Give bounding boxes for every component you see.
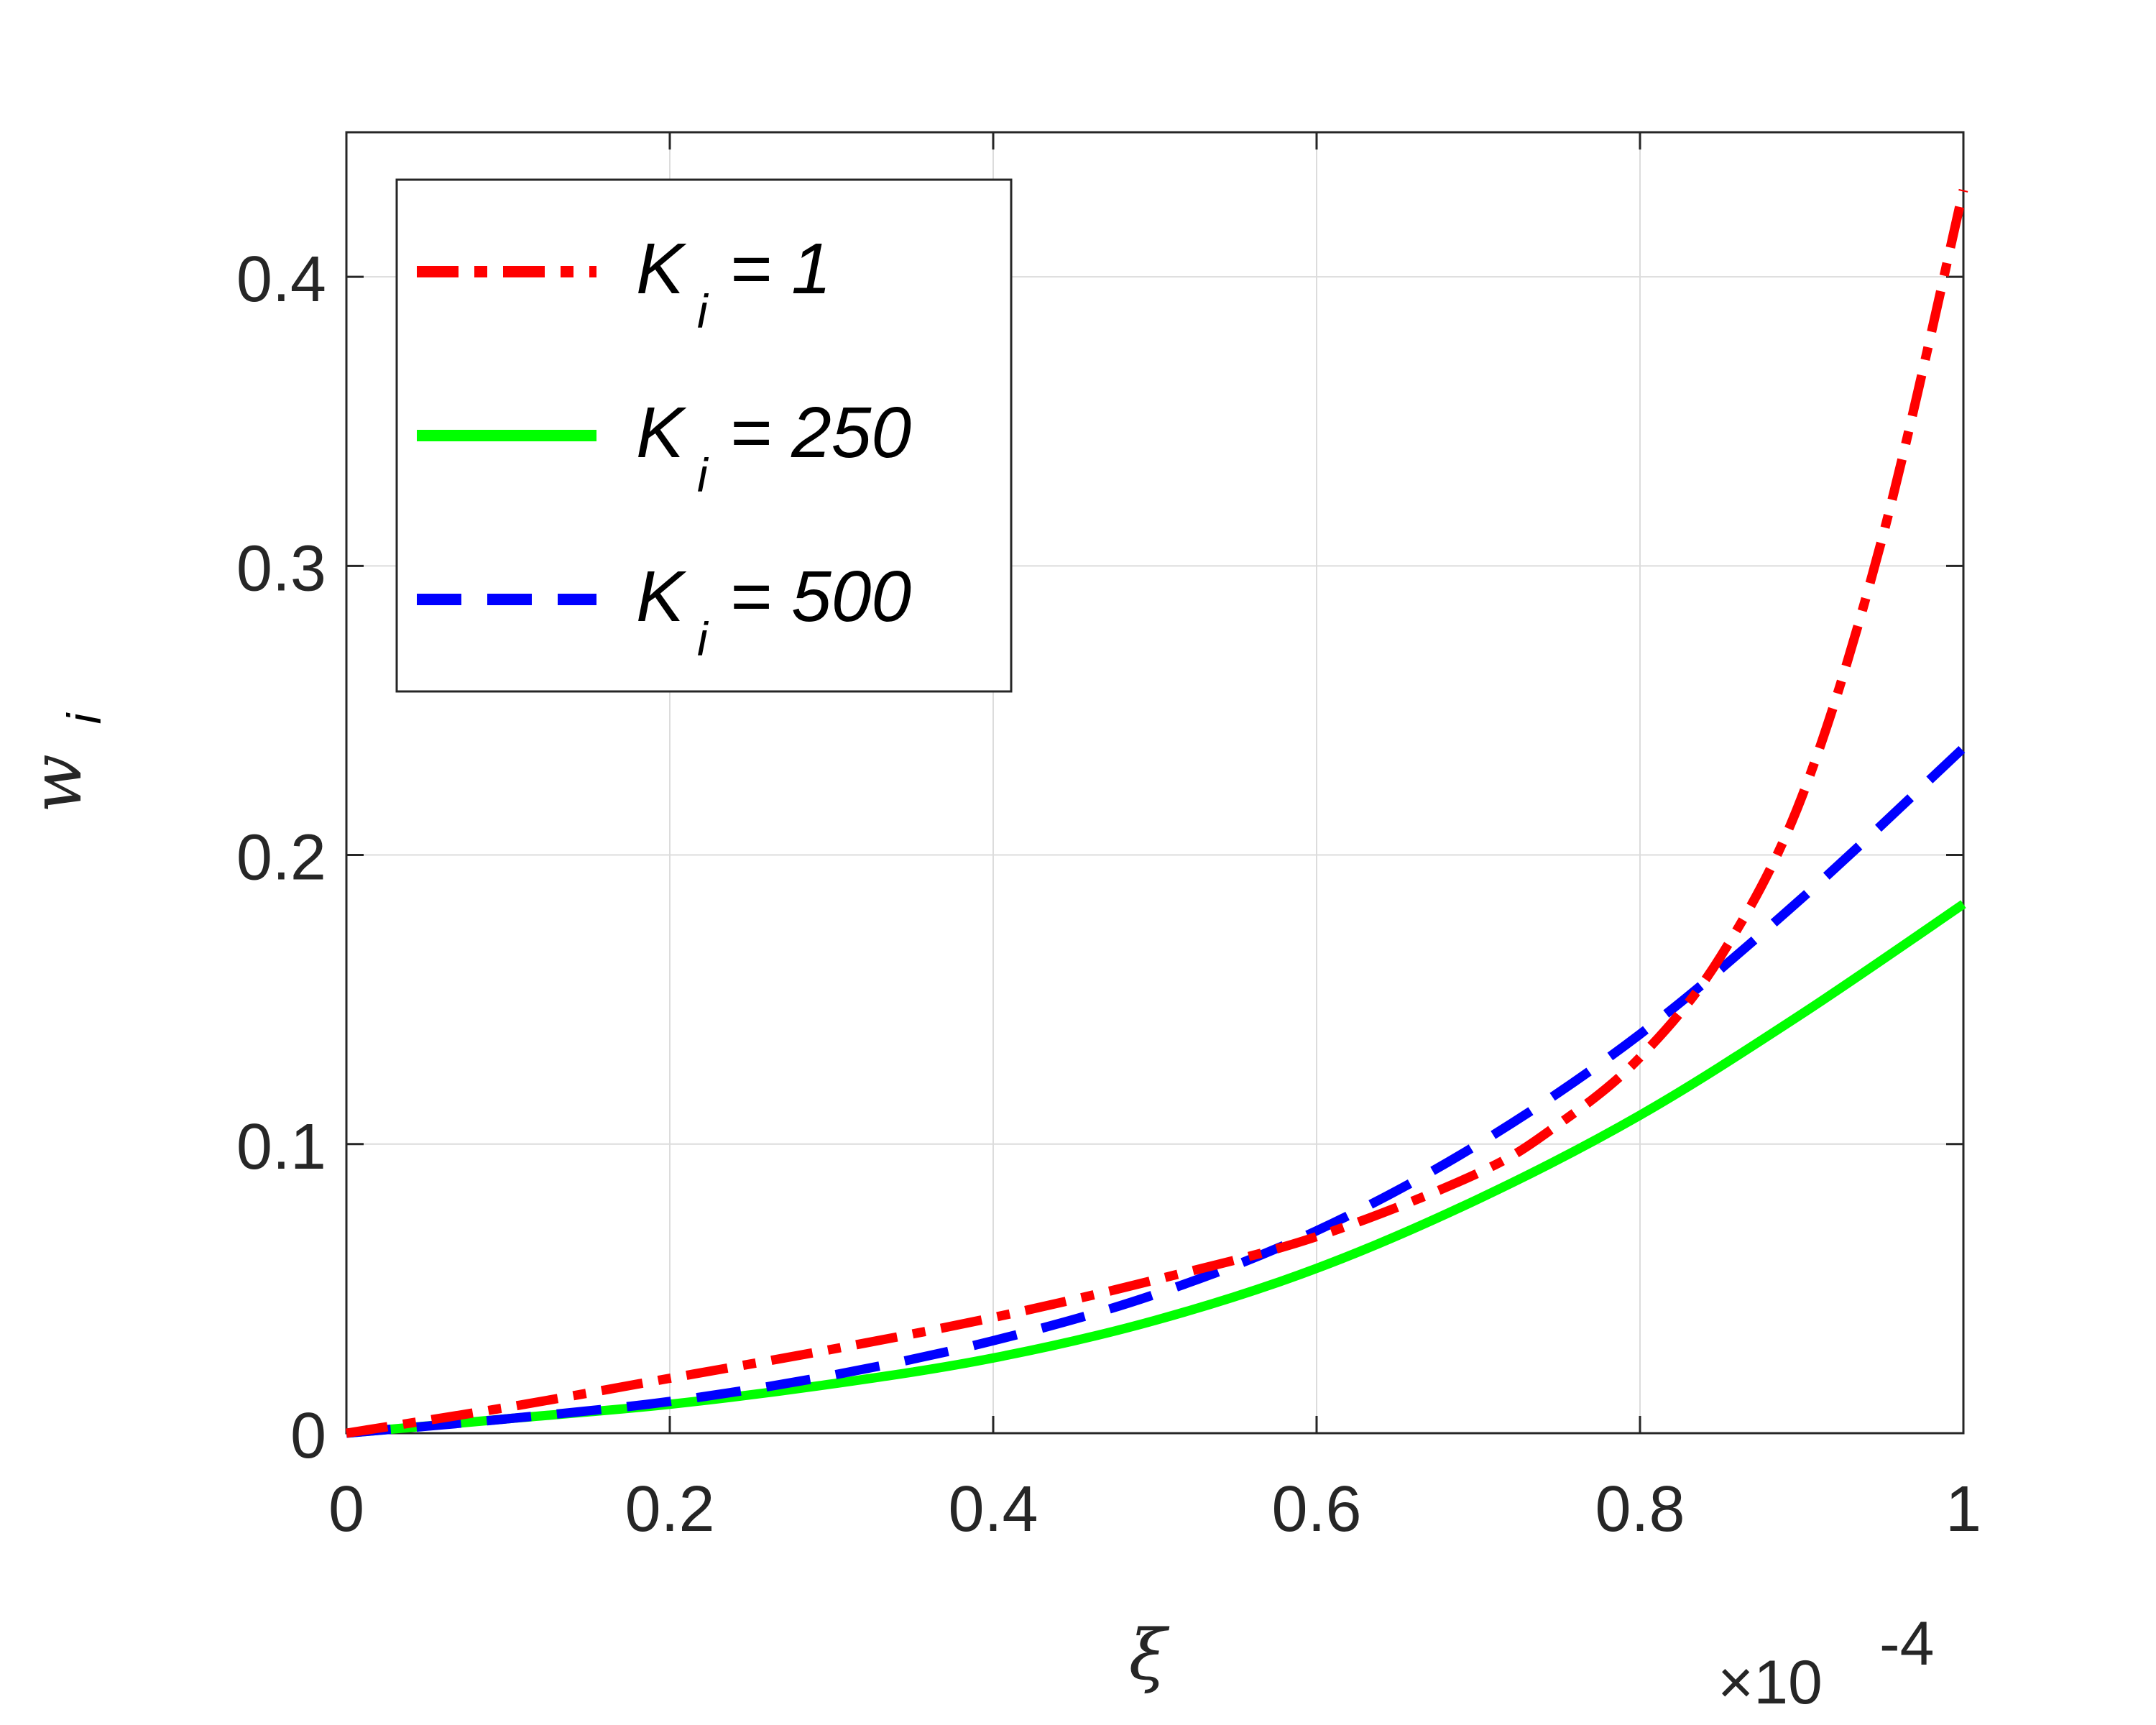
ticks: 0 0.2 0.4 0.6 0.8 1 0 0.1 0.2 0.3 0.4 xyxy=(236,132,1981,1545)
y-tick-label: 0 xyxy=(290,1400,326,1472)
legend: Ki = 1 Ki = 250 Ki = 500 xyxy=(395,178,1013,693)
legend-label-main: K xyxy=(636,556,687,637)
plot-frame xyxy=(345,131,1965,1435)
legend-label-sub: i xyxy=(697,448,709,502)
legend-label-main: K xyxy=(636,229,687,309)
legend-label-sub: i xyxy=(697,612,709,666)
legend-label-value: = 250 xyxy=(729,392,911,473)
legend-label-main: K xyxy=(636,392,687,473)
y-tick-label: 0.4 xyxy=(236,244,326,316)
series-line-1 xyxy=(345,188,1968,1438)
x-tick-label: 0.6 xyxy=(1271,1473,1361,1545)
series-lines xyxy=(345,188,1968,1438)
x-axis-label: ξ xyxy=(1129,1615,1170,1696)
x-tick-label: 1 xyxy=(1945,1473,1981,1545)
y-axis-label-main: w xyxy=(17,754,97,813)
legend-label-value: = 1 xyxy=(729,229,831,309)
x-exponent-label: ×10 -4 xyxy=(1718,1609,1934,1717)
x-tick-label: 0 xyxy=(328,1473,364,1545)
y-axis-label-sub: i xyxy=(57,712,111,724)
y-tick-label: 0.2 xyxy=(236,822,326,894)
x-tick-label: 0.4 xyxy=(948,1473,1038,1545)
series-line-2 xyxy=(346,900,1966,1438)
series-line-3 xyxy=(346,744,1967,1438)
y-tick-label: 0.3 xyxy=(236,533,326,604)
x-exponent-power: -4 xyxy=(1879,1609,1934,1678)
y-tick-label: 0.1 xyxy=(236,1111,326,1183)
x-exponent-base: ×10 xyxy=(1718,1648,1823,1717)
y-axis-label: w i xyxy=(17,712,111,813)
legend-label-value: = 500 xyxy=(729,556,911,637)
legend-label-sub: i xyxy=(697,285,709,338)
x-tick-label: 0.2 xyxy=(625,1473,714,1545)
x-tick-label: 0.8 xyxy=(1595,1473,1685,1545)
